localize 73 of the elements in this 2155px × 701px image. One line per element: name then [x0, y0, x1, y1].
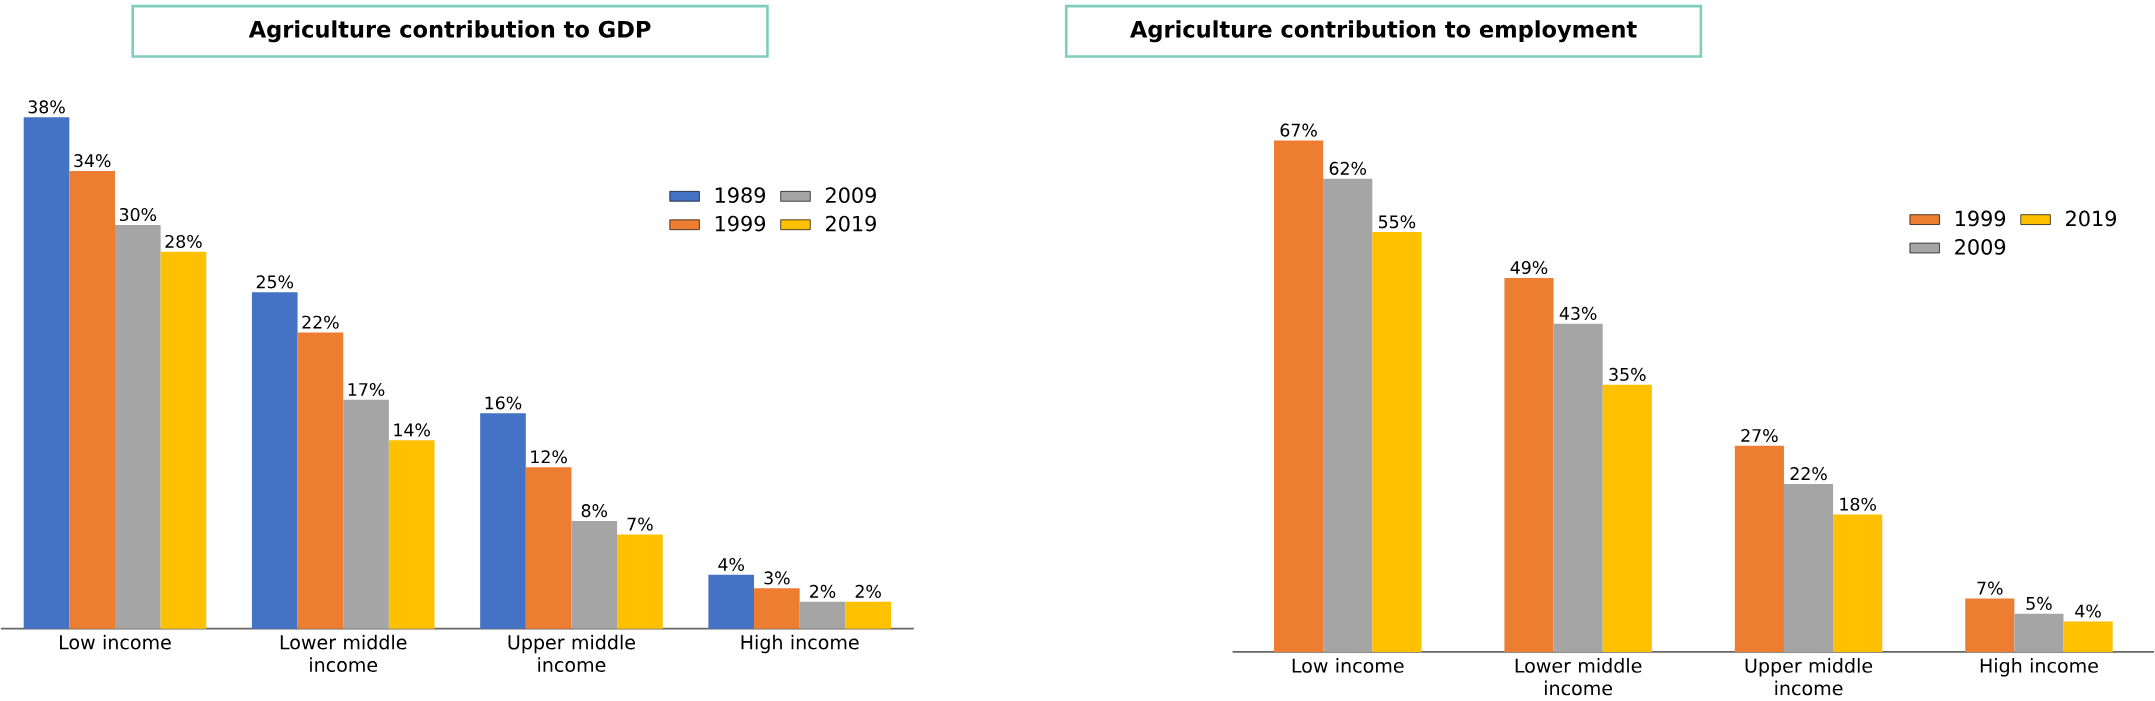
data-label: 12% — [531, 450, 567, 464]
bar — [525, 467, 572, 629]
data-label: 49% — [1510, 260, 1548, 275]
bar — [2014, 613, 2064, 652]
data-label: 27% — [1741, 428, 1778, 442]
legend-label: 2019 — [826, 215, 876, 232]
data-label: 3% — [764, 571, 790, 585]
bar — [388, 440, 435, 629]
data-label: 17% — [348, 382, 385, 396]
data-label: 43% — [1559, 306, 1597, 320]
x-tick-label: High income — [741, 634, 859, 654]
chart-title: Agriculture contribution to GDP — [248, 20, 651, 43]
bar — [571, 520, 618, 629]
bar — [69, 170, 115, 629]
data-label: 35% — [1609, 367, 1646, 381]
data-label: 7% — [1977, 581, 2003, 595]
bar — [1602, 384, 1652, 652]
x-tick-label: Lower middle income — [280, 634, 407, 672]
data-label: 22% — [1790, 467, 1827, 481]
x-tick-label: High income — [1980, 658, 2098, 677]
x-tick-label: Low income — [1292, 658, 1404, 673]
bar — [1965, 598, 2015, 652]
legend-label: 2009 — [826, 187, 876, 203]
data-label: 2% — [855, 584, 881, 598]
bar — [160, 251, 207, 629]
bar — [708, 574, 755, 629]
data-label: 30% — [119, 207, 157, 222]
legend-label: 1999 — [1955, 210, 2006, 227]
legend-label: 1999 — [715, 215, 766, 232]
x-tick-label: Low income — [60, 634, 171, 650]
legend-label: 2009 — [1955, 238, 2006, 255]
data-label: 8% — [581, 503, 608, 518]
x-tick-label: Upper middle income — [1745, 658, 1873, 696]
bar — [297, 332, 344, 629]
chart-title: Agriculture contribution to employment — [1130, 20, 1637, 43]
data-label: 25% — [256, 275, 294, 289]
bar — [2063, 621, 2113, 652]
data-label: 22% — [302, 315, 339, 329]
data-label: 4% — [2075, 604, 2101, 618]
data-label: 5% — [2026, 596, 2052, 610]
bar — [480, 413, 526, 629]
bar — [1504, 277, 1554, 652]
data-label: 67% — [1280, 123, 1317, 137]
data-label: 55% — [1378, 215, 1416, 229]
data-label: 62% — [1329, 161, 1367, 175]
bar — [343, 399, 389, 629]
bar — [1372, 232, 1422, 652]
bar — [23, 117, 70, 629]
bar — [251, 292, 298, 629]
bar — [799, 601, 846, 629]
legend-label: 2019 — [2066, 210, 2116, 227]
data-label: 4% — [718, 557, 744, 571]
bar — [1274, 140, 1324, 652]
legend-label: 1989 — [715, 187, 766, 203]
bar — [1833, 514, 1883, 652]
bar — [114, 224, 161, 629]
data-label: 16% — [485, 396, 522, 410]
x-tick-label: Lower middle income — [1515, 658, 1642, 696]
bar — [845, 601, 891, 629]
bar — [617, 534, 663, 629]
data-label: 7% — [627, 517, 653, 531]
bar — [1553, 323, 1603, 652]
bar — [1734, 445, 1784, 652]
data-label: 34% — [74, 154, 111, 168]
data-label: 28% — [165, 234, 202, 248]
bar — [1783, 483, 1834, 652]
data-label: 18% — [1840, 497, 1876, 511]
bar — [754, 588, 800, 629]
bar — [1323, 178, 1373, 652]
x-tick-label: Upper middle income — [508, 634, 635, 672]
data-label: 38% — [28, 100, 65, 114]
data-label: 2% — [810, 584, 836, 598]
data-label: 14% — [394, 423, 430, 437]
